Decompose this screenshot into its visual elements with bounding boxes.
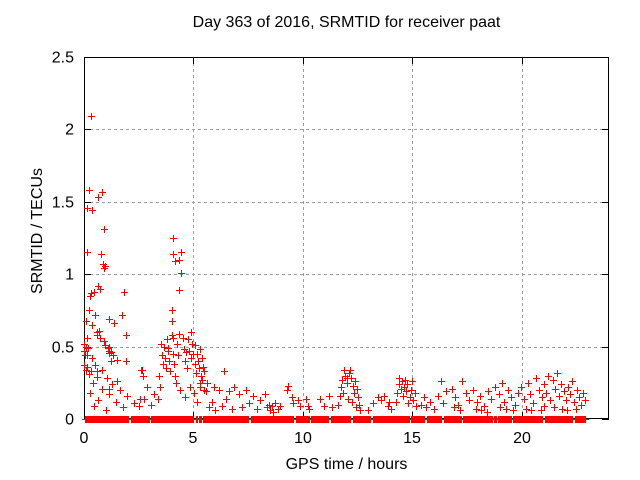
svg-text:10: 10 bbox=[294, 430, 312, 447]
tick-marks bbox=[84, 57, 609, 420]
y-axis-label: SRMTID / TECUs bbox=[29, 168, 46, 294]
svg-text:15: 15 bbox=[403, 430, 421, 447]
y-tick-labels: 0 0.5 1 1.5 2 2.5 bbox=[52, 50, 74, 429]
x-tick-labels: 0 5 10 15 20 bbox=[80, 430, 531, 447]
svg-text:2.5: 2.5 bbox=[52, 50, 74, 67]
svg-text:2: 2 bbox=[65, 122, 74, 139]
data-points bbox=[81, 113, 589, 416]
svg-text:20: 20 bbox=[513, 430, 531, 447]
svg-text:0.5: 0.5 bbox=[52, 340, 74, 357]
x-axis-label: GPS time / hours bbox=[285, 456, 408, 473]
zero-band bbox=[82, 416, 589, 423]
svg-text:1.5: 1.5 bbox=[52, 195, 74, 212]
svg-text:0: 0 bbox=[80, 430, 89, 447]
svg-text:5: 5 bbox=[189, 430, 198, 447]
chart-title: Day 363 of 2016, SRMTID for receiver paa… bbox=[192, 14, 501, 31]
svg-text:1: 1 bbox=[65, 267, 74, 284]
svg-text:0: 0 bbox=[65, 412, 74, 429]
